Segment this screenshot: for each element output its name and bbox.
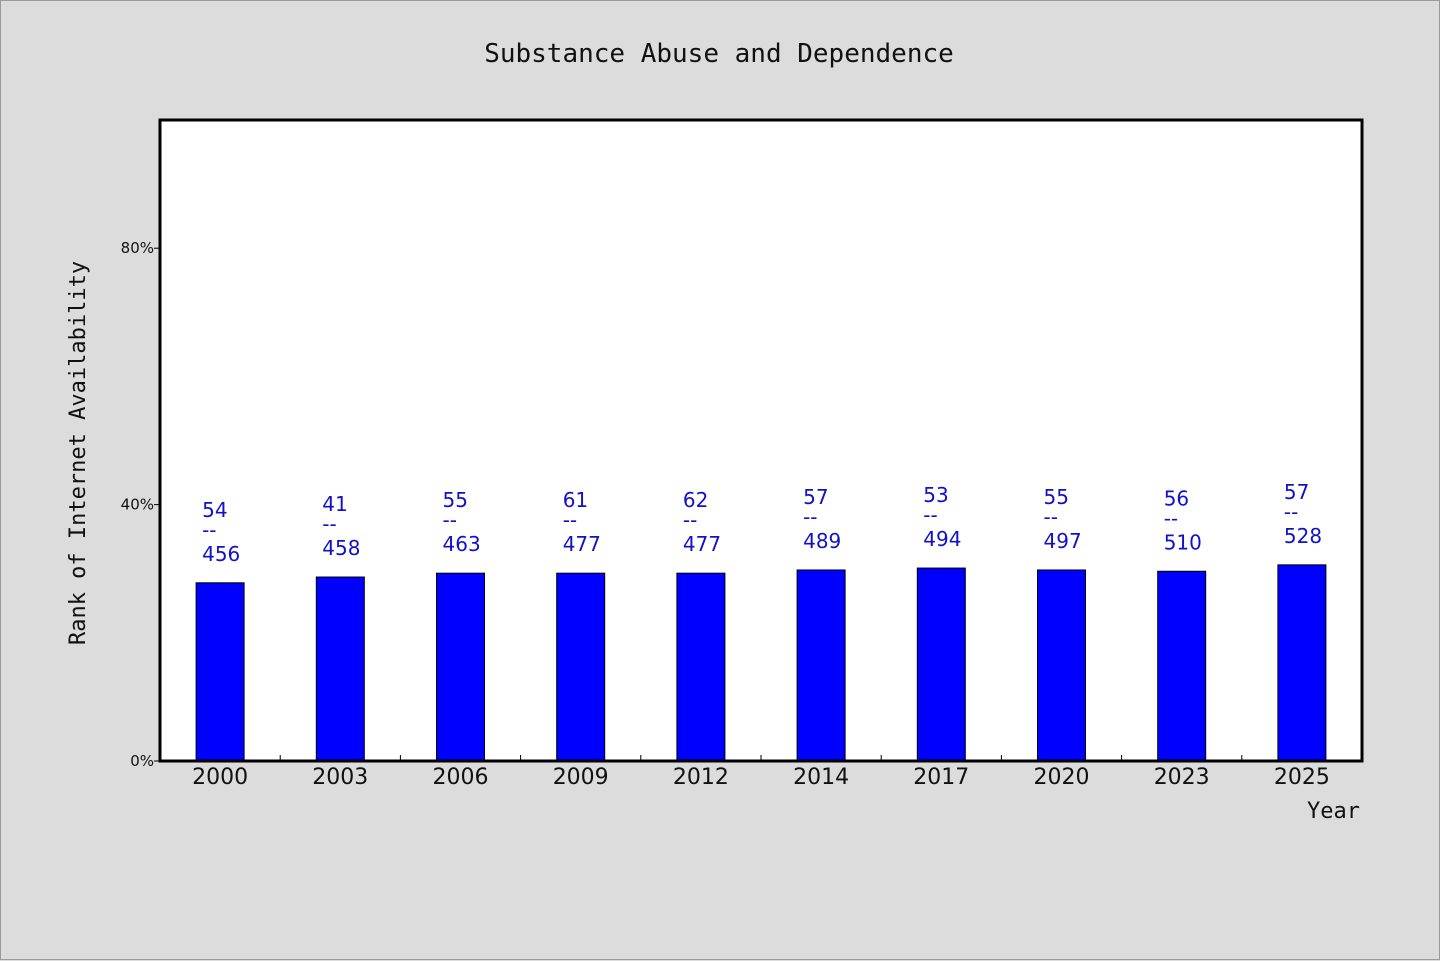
bars-layer — [195, 564, 1327, 762]
bar-label-top: 54 — [202, 498, 227, 522]
bar-label-separator: -- — [1284, 500, 1298, 524]
x-tick-label: 2006 — [433, 765, 489, 790]
bar-label-bottom: 456 — [202, 542, 240, 566]
x-tick-label: 2025 — [1274, 765, 1330, 790]
bar-2000 — [195, 582, 245, 762]
bar-label-separator: -- — [202, 518, 216, 542]
bar-label-top: 55 — [1044, 485, 1069, 509]
bar-2003 — [315, 576, 365, 762]
x-tick-label: 2000 — [192, 765, 248, 790]
x-tick-label: 2017 — [913, 765, 969, 790]
bar-label-separator: -- — [563, 508, 577, 532]
bar-label-top: 61 — [563, 488, 588, 512]
bar-label-bottom: 510 — [1164, 530, 1202, 554]
bar-2009 — [556, 572, 606, 762]
bar-2020 — [1037, 569, 1086, 762]
bar-label-top: 62 — [683, 488, 708, 512]
bar-label-top: 53 — [923, 483, 948, 507]
x-tick-label: 2023 — [1154, 765, 1210, 790]
x-tick-label: 2003 — [312, 765, 368, 790]
bar-2025 — [1277, 564, 1327, 762]
x-axis-title: Year — [1307, 799, 1360, 824]
y-axis: 0% 40% 80% — [121, 239, 160, 770]
bar-label-top: 41 — [322, 492, 347, 516]
bar-label-top: 57 — [1284, 480, 1309, 504]
x-axis: 2000 2003 2006 2009 2012 2014 2017 2020 2023 2025 — [192, 755, 1330, 790]
y-tick-label: 80% — [121, 239, 154, 257]
bar-label-bottom: 489 — [803, 529, 841, 553]
bar-label-bottom: 494 — [923, 527, 961, 551]
bar-label-separator: -- — [322, 512, 336, 536]
y-axis-title: Rank of Internet Availability — [66, 261, 91, 645]
bar-label-separator: -- — [443, 508, 457, 532]
plot-border — [158, 118, 1364, 763]
x-tick-label: 2012 — [673, 765, 729, 790]
bar-label-separator: -- — [923, 503, 937, 527]
bar-2017 — [916, 567, 966, 762]
bar-labels-layer: 54--45641--45855--46361--47762--47757--4… — [202, 480, 1322, 566]
bar-label-top: 56 — [1164, 486, 1189, 510]
bar-label-bottom: 497 — [1044, 529, 1082, 553]
x-tick-label: 2009 — [553, 765, 609, 790]
bar-label-top: 55 — [443, 488, 468, 512]
bar-2014 — [796, 569, 846, 762]
bar-label-separator: -- — [1044, 505, 1058, 529]
bar-2012 — [676, 572, 726, 762]
bar-label-bottom: 477 — [683, 532, 721, 556]
bar-2023 — [1157, 570, 1207, 762]
bar-label-bottom: 477 — [563, 532, 601, 556]
x-tick-label: 2020 — [1034, 765, 1090, 790]
bar-2006 — [436, 572, 485, 762]
bar-label-bottom: 458 — [322, 536, 360, 560]
chart-title: Substance Abuse and Dependence — [484, 39, 954, 69]
bar-label-separator: -- — [1164, 506, 1178, 530]
bar-label-bottom: 463 — [443, 532, 481, 556]
y-tick-label: 0% — [130, 752, 154, 770]
bar-label-separator: -- — [683, 508, 697, 532]
y-tick-label: 40% — [121, 496, 154, 514]
bar-label-top: 57 — [803, 485, 828, 509]
bar-label-bottom: 528 — [1284, 524, 1322, 548]
x-tick-label: 2014 — [793, 765, 849, 790]
bar-label-separator: -- — [803, 505, 817, 529]
